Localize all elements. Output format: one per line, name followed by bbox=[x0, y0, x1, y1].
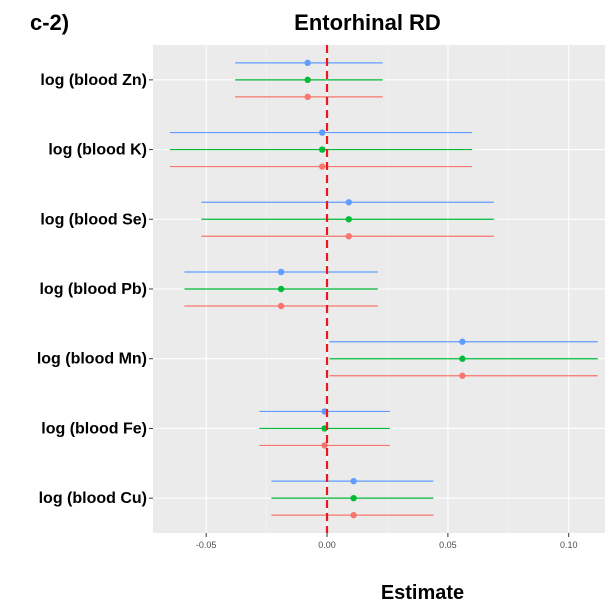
x-axis-title: Estimate bbox=[380, 582, 465, 604]
category-label: log (blood Mn) bbox=[37, 351, 147, 368]
category-label: log (blood K) bbox=[48, 142, 147, 159]
chart-title: Entorhinal RD bbox=[294, 10, 441, 35]
x-tick-label: 0.05 bbox=[439, 540, 457, 550]
estimate-point bbox=[459, 372, 466, 379]
category-label: log (blood Pb) bbox=[39, 281, 147, 298]
estimate-point bbox=[345, 216, 352, 223]
estimate-point bbox=[350, 511, 357, 519]
estimate-point bbox=[318, 146, 326, 153]
estimate-point bbox=[459, 355, 466, 362]
estimate-point bbox=[350, 494, 357, 502]
estimate-point bbox=[304, 76, 311, 84]
estimate-point bbox=[459, 338, 466, 345]
estimate-point bbox=[318, 163, 326, 170]
category-label: log (blood Se) bbox=[40, 211, 147, 228]
estimate-point bbox=[345, 233, 352, 240]
estimate-point bbox=[321, 442, 328, 449]
x-tick-label: -0.05 bbox=[196, 540, 217, 550]
x-tick-label: 0.00 bbox=[318, 540, 336, 550]
category-label: log (blood Fe) bbox=[41, 420, 147, 437]
x-tick-label: 0.10 bbox=[560, 540, 578, 550]
estimate-point bbox=[318, 129, 326, 136]
estimate-point bbox=[277, 285, 285, 293]
category-label: log (blood Cu) bbox=[39, 490, 147, 507]
estimate-point bbox=[304, 59, 311, 67]
panel-label: c-2) bbox=[30, 10, 70, 35]
estimate-point bbox=[304, 93, 311, 101]
estimate-point bbox=[345, 199, 352, 206]
estimate-point bbox=[277, 268, 285, 276]
estimate-point bbox=[350, 477, 357, 485]
category-label: log (blood Zn) bbox=[40, 72, 147, 89]
estimate-point bbox=[277, 302, 285, 310]
